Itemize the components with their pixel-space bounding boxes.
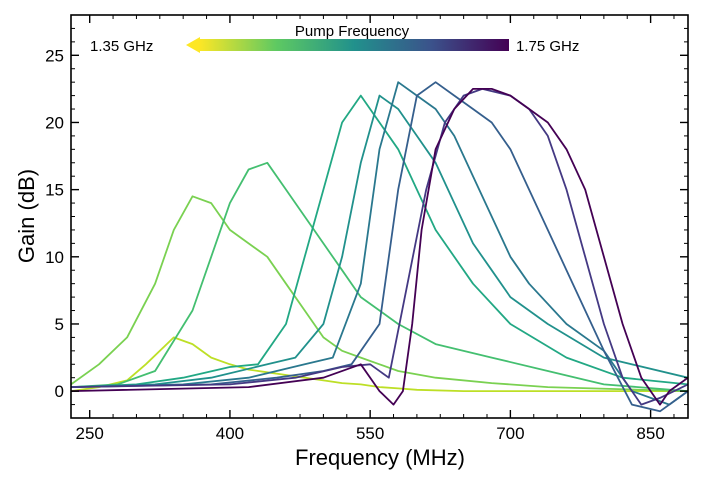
y-tick-label: 10 [45,248,64,267]
x-tick-label: 850 [636,424,664,443]
x-tick-label: 700 [496,424,524,443]
colorbar-arrow [186,37,200,53]
x-tick-label: 550 [356,424,384,443]
series-line-5 [71,94,688,388]
y-tick-label: 25 [45,46,64,65]
y-axis-label: Gain (dB) [14,169,39,263]
x-axis-label: Frequency (MHz) [295,445,465,470]
y-tick-label: 20 [45,113,64,132]
series-line-7 [71,81,688,413]
plot-frame [70,14,689,419]
y-tick-label: 5 [55,315,64,334]
legend-low-label: 1.35 GHz [90,38,153,55]
x-tick-label: 250 [76,424,104,443]
x-tick-label: 400 [216,424,244,443]
legend-high-label: 1.75 GHz [516,38,579,55]
series-line-3 [71,161,688,392]
colorbar-legend: Pump Frequency 1.35 GHz 1.75 GHz [90,23,579,55]
legend-title: Pump Frequency [295,23,410,40]
series-line-4 [71,94,688,388]
series-layer [71,81,688,413]
series-line-9 [71,88,688,406]
series-line-2 [71,195,688,392]
colorbar-gradient [199,39,509,51]
y-tick-label: 15 [45,181,64,200]
axes-layer: 250 400 550 700 850 0 5 10 15 20 25 [45,14,688,443]
series-line-1 [71,336,688,392]
y-tick-label: 0 [55,382,64,401]
